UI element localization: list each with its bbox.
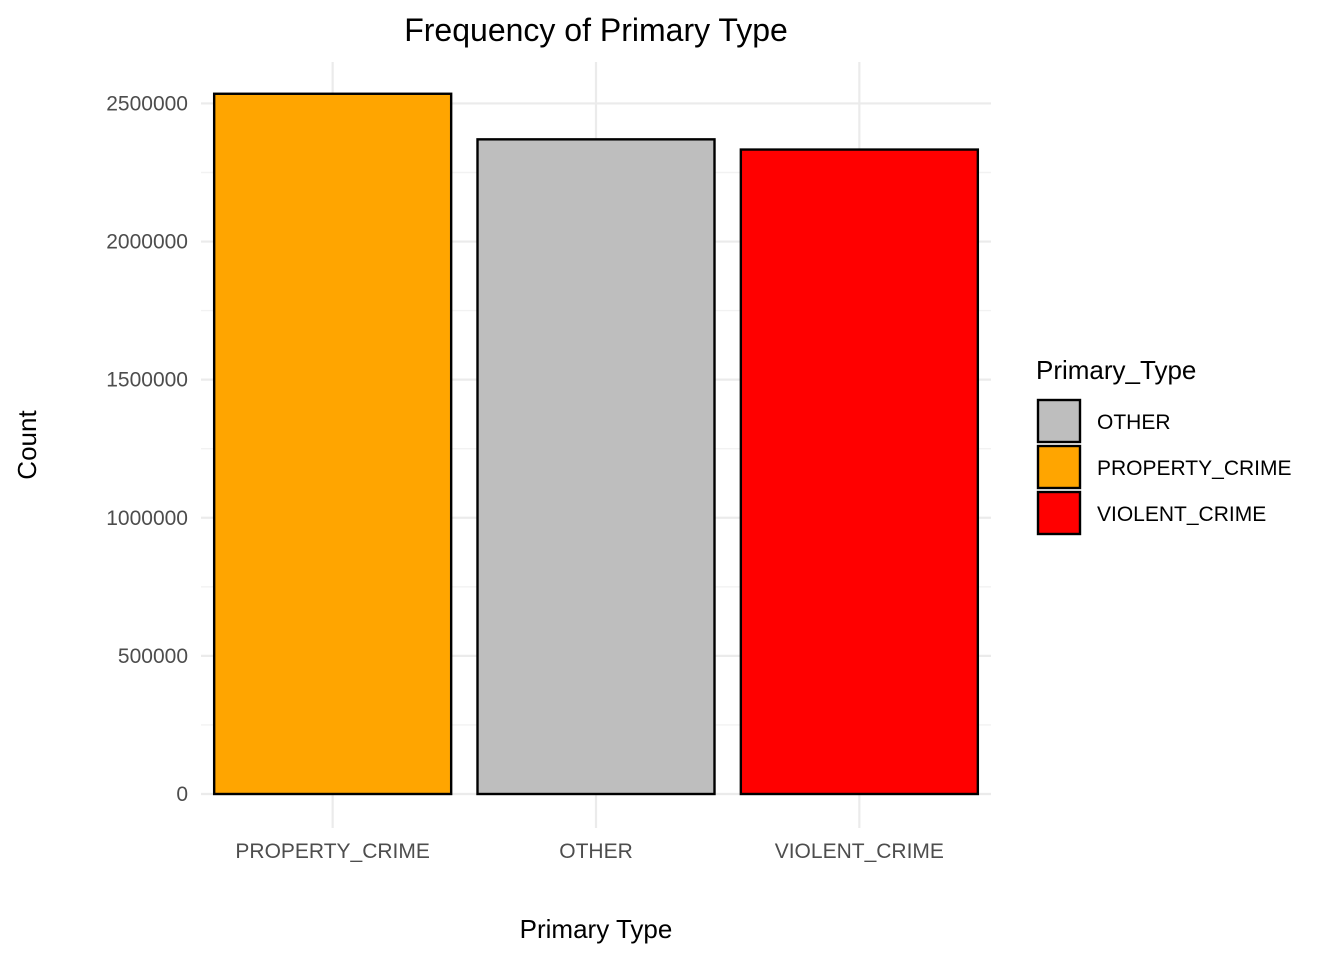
legend-key-other	[1036, 398, 1082, 444]
y-axis-ticks: 0 500000 1000000 1500000 2000000 2500000	[106, 92, 188, 806]
chart-title: Frequency of Primary Type	[404, 12, 788, 48]
x-tick-label: PROPERTY_CRIME	[235, 840, 430, 863]
x-axis-ticks: PROPERTY_CRIME OTHER VIOLENT_CRIME	[235, 840, 944, 863]
x-axis-title: Primary Type	[520, 914, 673, 944]
y-axis-title: Count	[12, 410, 42, 480]
legend: Primary_Type OTHER PROPERTY_CRIME VIOLENT_…	[1036, 355, 1292, 536]
y-tick-label: 500000	[118, 645, 188, 668]
legend-label: VIOLENT_CRIME	[1097, 503, 1266, 526]
y-tick-label: 1000000	[106, 507, 188, 530]
y-tick-label: 1500000	[106, 369, 188, 392]
bars	[212, 92, 980, 796]
bar-violent-crime	[739, 148, 980, 796]
legend-label: OTHER	[1097, 411, 1171, 434]
legend-key-violent-crime	[1036, 490, 1082, 536]
y-tick-label: 0	[176, 783, 188, 806]
bar-other	[476, 138, 716, 796]
legend-items: OTHER PROPERTY_CRIME VIOLENT_CRIME	[1036, 398, 1292, 536]
x-tick-label: OTHER	[559, 840, 633, 863]
bar-property-crime	[212, 92, 453, 796]
y-tick-label: 2500000	[106, 92, 188, 115]
legend-key-property-crime	[1036, 444, 1082, 490]
legend-label: PROPERTY_CRIME	[1097, 457, 1292, 480]
legend-title: Primary_Type	[1036, 355, 1196, 385]
y-tick-label: 2000000	[106, 231, 188, 254]
x-tick-label: VIOLENT_CRIME	[775, 840, 944, 863]
